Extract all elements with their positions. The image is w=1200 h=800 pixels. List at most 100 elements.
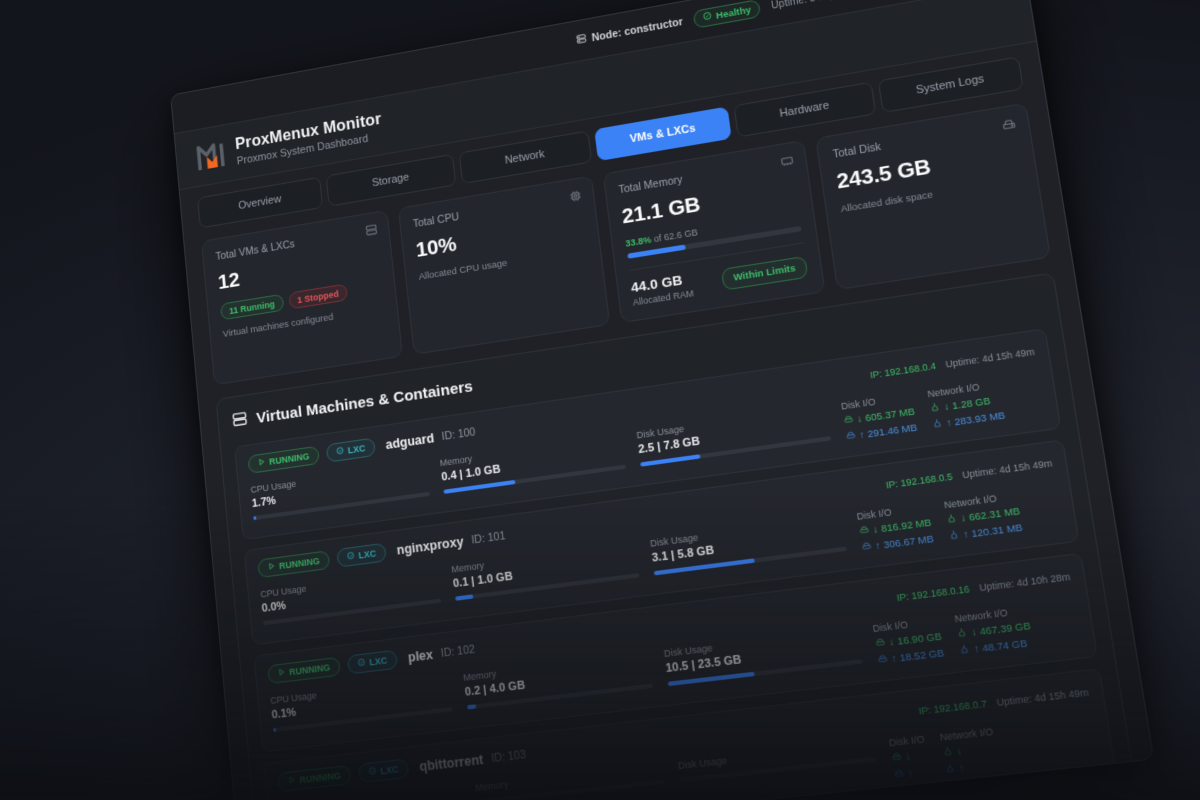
disk-io-label: Disk I/O	[888, 733, 926, 749]
hard-drive-icon	[1001, 116, 1018, 135]
vm-name: adguard	[384, 431, 435, 453]
vm-uptime: Uptime: 4d 15h 49m	[995, 686, 1090, 709]
vm-type-badge: LXC	[325, 437, 376, 463]
vm-uptime: Uptime: 4d 10h 28m	[978, 571, 1072, 594]
memory-allocated-label: Allocated RAM	[632, 288, 695, 308]
memory-allocated-value: 44.0 GB Allocated RAM	[630, 272, 695, 308]
vm-disk-io: Disk I/O ↓ 816.92 MB ↑ 306.67 MB	[856, 502, 934, 555]
node-label: Node: constructor	[591, 16, 684, 45]
check-circle-icon	[702, 11, 713, 24]
network-icon	[944, 762, 956, 777]
vm-id: ID: 102	[440, 643, 476, 661]
play-icon	[267, 562, 276, 573]
hard-drive-icon	[860, 540, 872, 554]
vm-ip: IP: 192.168.0.5	[885, 471, 954, 491]
health-label: Healthy	[715, 4, 752, 22]
network-icon	[929, 401, 941, 415]
vm-disk-io: Disk I/O ↓ 16.90 GB ↑ 18.52 GB	[872, 615, 945, 667]
vm-disk-io: Disk I/O ↓ ↑	[888, 733, 930, 782]
disk-io-down: ↓	[890, 748, 927, 765]
card-total-memory: Total Memory 21.1 GB 33.8% of 62.6 GB 44…	[602, 139, 826, 324]
vm-meta: IP: 192.168.0.4 Uptime: 4d 15h 49m	[869, 346, 1035, 380]
vm-disk-io: Disk I/O ↓ 605.37 MB ↑ 291.46 MB	[840, 391, 918, 444]
vm-status-badge: RUNNING	[277, 764, 352, 793]
card-total-vms: Total VMs & LXCs 12 11 Running 1 Stopped…	[201, 209, 403, 386]
vm-cpu-metric: CPU Usage 0.1%	[270, 674, 453, 737]
stopped-count-badge: 1 Stopped	[287, 283, 349, 310]
vm-type-badge: LXC	[346, 649, 399, 675]
hard-drive-icon	[874, 636, 886, 650]
vm-memory-metric: Memory 0.1 | 1.0 GB	[451, 540, 640, 606]
hard-drive-icon	[893, 768, 905, 783]
vm-status-badge: RUNNING	[257, 550, 331, 579]
vm-ip: IP: 192.168.0.16	[895, 583, 971, 604]
hard-drive-icon	[890, 751, 902, 766]
vm-type-badge: LXC	[357, 758, 410, 784]
vm-id: ID: 101	[470, 529, 507, 547]
box-icon	[368, 766, 377, 778]
network-icon	[941, 745, 953, 760]
proxmenux-m-logo	[194, 138, 227, 175]
hard-drive-icon	[858, 524, 870, 538]
memory-usage-total: of 62.6 GB	[653, 226, 699, 245]
vm-meta: IP: 192.168.0.5 Uptime: 4d 15h 49m	[885, 458, 1053, 491]
vm-disk-metric: Disk Usage	[677, 739, 879, 800]
vm-memory-metric: Memory 0.2 | 4.0 GB	[463, 650, 654, 715]
vm-io-metrics: Disk I/O ↓ 16.90 GB ↑ 18.52 GB Network I…	[872, 599, 1081, 667]
network-io-down: ↓	[941, 741, 996, 760]
vm-type-badge: LXC	[336, 542, 387, 568]
vm-status-badge: RUNNING	[267, 656, 341, 685]
vm-network-io: Network I/O ↓ 1.28 GB ↑ 283.93 MB	[927, 379, 1006, 432]
server-stack-icon	[231, 409, 249, 433]
running-count-badge: 11 Running	[220, 293, 284, 321]
vm-ip: IP: 192.168.0.7	[917, 698, 988, 717]
vm-io-metrics: Disk I/O ↓ 816.92 MB ↑ 306.67 MB Network…	[856, 485, 1062, 554]
status-badge: Healthy	[692, 0, 762, 29]
network-icon	[948, 529, 960, 543]
memory-usage-percent: 33.8%	[624, 234, 652, 249]
hard-drive-icon	[876, 653, 888, 667]
vm-disk-metric: Disk Usage 10.5 | 23.5 GB	[663, 625, 863, 692]
vm-meta: IP: 192.168.0.16 Uptime: 4d 10h 28m	[896, 571, 1071, 603]
vm-network-io: Network I/O ↓ ↑	[939, 726, 999, 777]
network-icon	[959, 643, 971, 658]
vm-memory-metric: Memory	[475, 762, 668, 800]
vm-cpu-metric: CPU Usage 0.0%	[260, 566, 442, 630]
vm-network-io: Network I/O ↓ 467.39 GB ↑ 48.74 GB	[954, 605, 1034, 658]
memory-stick-icon	[780, 153, 796, 171]
vm-io-metrics: Disk I/O ↓ ↑ Network I/O ↓ ↑	[888, 715, 1099, 782]
disk-io-up: ↑	[893, 765, 930, 782]
network-icon	[931, 417, 943, 431]
network-io-label: Network I/O	[939, 725, 995, 744]
play-icon	[277, 668, 286, 679]
vm-uptime: Uptime: 4d 15h 49m	[961, 457, 1053, 481]
node-indicator: Node: constructor	[575, 15, 684, 48]
box-icon	[346, 551, 355, 562]
vm-network-io: Network I/O ↓ 662.31 MB ↑ 120.31 MB	[943, 490, 1023, 543]
vm-meta: IP: 192.168.0.7 Uptime: 4d 15h 49m	[918, 687, 1090, 717]
hard-drive-icon	[842, 414, 853, 428]
play-icon	[287, 775, 296, 786]
cpu-chip-icon	[568, 189, 583, 207]
card-total-disk: Total Disk 243.5 GB Allocated disk space	[815, 102, 1051, 291]
card-total-cpu: Total CPU 10% Allocated CPU usage	[397, 175, 610, 355]
vm-id: ID: 100	[441, 426, 477, 444]
vm-disk-metric: Disk Usage 3.1 | 5.8 GB	[649, 513, 847, 581]
vm-uptime: Uptime: 4d 15h 49m	[944, 346, 1036, 370]
vm-ip: IP: 192.168.0.4	[869, 360, 937, 381]
vm-status-badge: RUNNING	[247, 445, 320, 474]
vm-name: nginxproxy	[396, 534, 465, 558]
server-icon	[575, 32, 588, 48]
hard-drive-icon	[845, 430, 856, 444]
network-icon	[956, 627, 968, 641]
proxmenux-monitor-window: Node: constructor Healthy Uptime: 5 days…	[170, 0, 1155, 800]
memory-status-badge: Within Limits	[720, 255, 809, 291]
vm-name: plex	[407, 647, 434, 666]
play-icon	[257, 457, 266, 468]
server-stack-icon	[364, 222, 378, 240]
box-icon	[357, 658, 366, 669]
box-icon	[336, 446, 345, 457]
network-icon	[946, 513, 958, 527]
vm-id: ID: 103	[490, 748, 527, 766]
